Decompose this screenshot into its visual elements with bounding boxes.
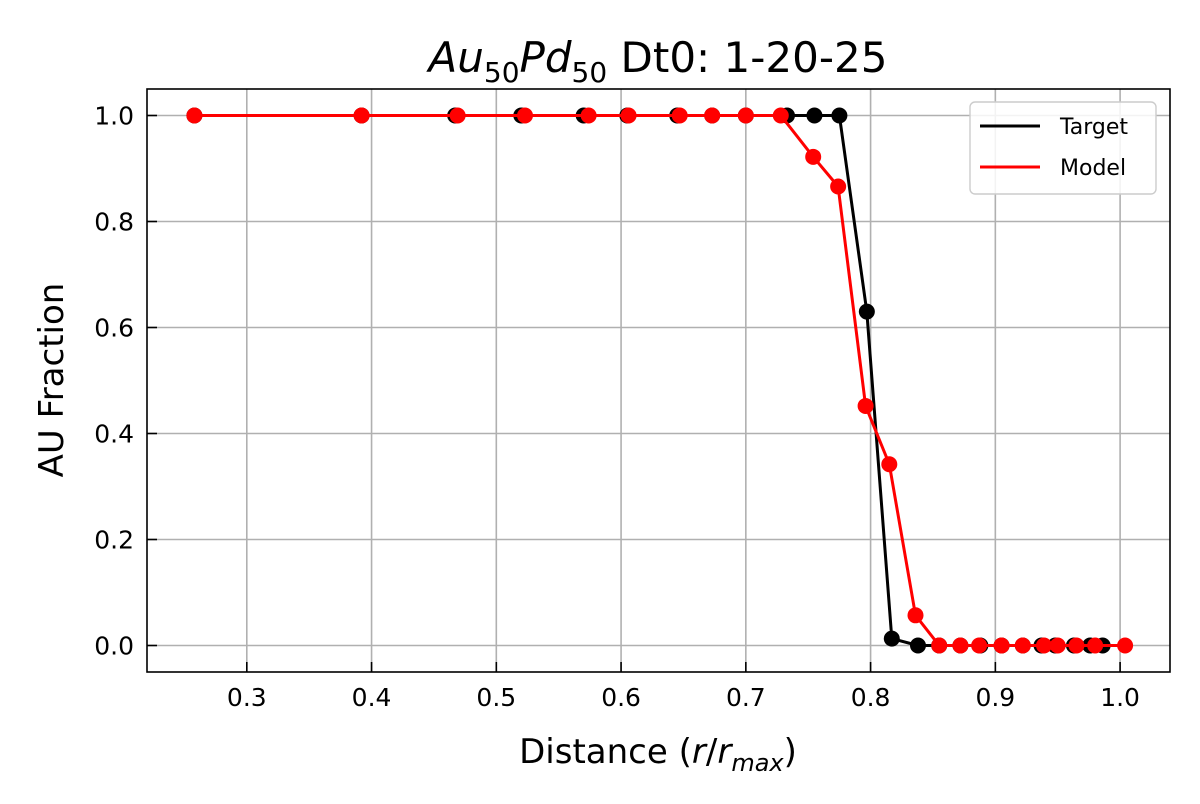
x-axis-label: Distance (r/rmax) <box>519 732 797 777</box>
y-axis-ticks: 0.0 0.2 0.4 0.6 0.8 1.0 <box>94 102 157 661</box>
data-point-model-9 <box>772 107 789 124</box>
x-tick-label-5: 0.8 <box>851 683 891 712</box>
legend-label-target: Target <box>1059 115 1128 140</box>
data-point-model-17 <box>971 637 988 654</box>
y-tick-label-0: 0.0 <box>94 632 134 661</box>
data-point-model-4 <box>580 107 597 124</box>
data-point-model-11 <box>830 178 847 195</box>
series-model <box>186 107 1134 654</box>
data-point-target-14 <box>909 637 926 654</box>
y-tick-label-1: 0.2 <box>94 526 134 555</box>
data-point-model-6 <box>671 107 688 124</box>
legend-label-model: Model <box>1060 156 1126 181</box>
data-point-model-8 <box>737 107 754 124</box>
data-point-model-0 <box>186 107 203 124</box>
data-point-model-3 <box>517 107 534 124</box>
x-tick-label-0: 0.3 <box>227 683 267 712</box>
data-point-target-12 <box>858 303 875 320</box>
data-point-target-11 <box>831 107 848 124</box>
y-axis-label: AU Fraction <box>32 283 72 478</box>
y-tick-label-4: 0.8 <box>94 208 134 237</box>
data-point-model-16 <box>952 637 969 654</box>
data-point-model-12 <box>857 397 874 414</box>
data-point-model-21 <box>1049 637 1066 654</box>
data-point-model-2 <box>449 107 466 124</box>
y-tick-label-3: 0.6 <box>94 314 134 343</box>
x-tick-label-4: 0.7 <box>726 683 766 712</box>
data-point-model-7 <box>704 107 721 124</box>
data-point-model-20 <box>1035 637 1052 654</box>
chart-title: Au50Pd50 Dt0: 1-20-25 <box>426 33 888 89</box>
data-point-model-1 <box>353 107 370 124</box>
x-tick-label-2: 0.5 <box>476 683 516 712</box>
data-point-target-10 <box>806 107 823 124</box>
data-point-model-13 <box>881 456 898 473</box>
data-point-model-19 <box>1014 637 1031 654</box>
x-tick-label-6: 0.9 <box>975 683 1015 712</box>
plot-frame <box>146 88 1171 673</box>
data-point-model-14 <box>907 607 924 624</box>
series-line-model <box>194 114 1126 647</box>
data-point-model-15 <box>931 637 948 654</box>
legend: Target Model <box>969 101 1157 195</box>
data-point-model-22 <box>1068 637 1085 654</box>
data-point-model-24 <box>1117 637 1134 654</box>
data-point-model-18 <box>993 637 1010 654</box>
data-point-model-10 <box>805 148 822 165</box>
data-point-model-5 <box>620 107 637 124</box>
x-tick-label-7: 1.0 <box>1100 683 1140 712</box>
x-tick-label-3: 0.6 <box>601 683 641 712</box>
y-tick-label-5: 1.0 <box>94 102 134 131</box>
data-point-model-23 <box>1087 637 1104 654</box>
y-tick-label-2: 0.4 <box>94 420 134 449</box>
series-line-target <box>194 114 1103 647</box>
x-axis-ticks: 0.3 0.4 0.5 0.6 0.7 0.8 0.9 1.0 <box>227 662 1140 712</box>
data-point-target-13 <box>883 630 900 647</box>
x-tick-label-1: 0.4 <box>352 683 392 712</box>
series-group <box>186 107 1134 654</box>
